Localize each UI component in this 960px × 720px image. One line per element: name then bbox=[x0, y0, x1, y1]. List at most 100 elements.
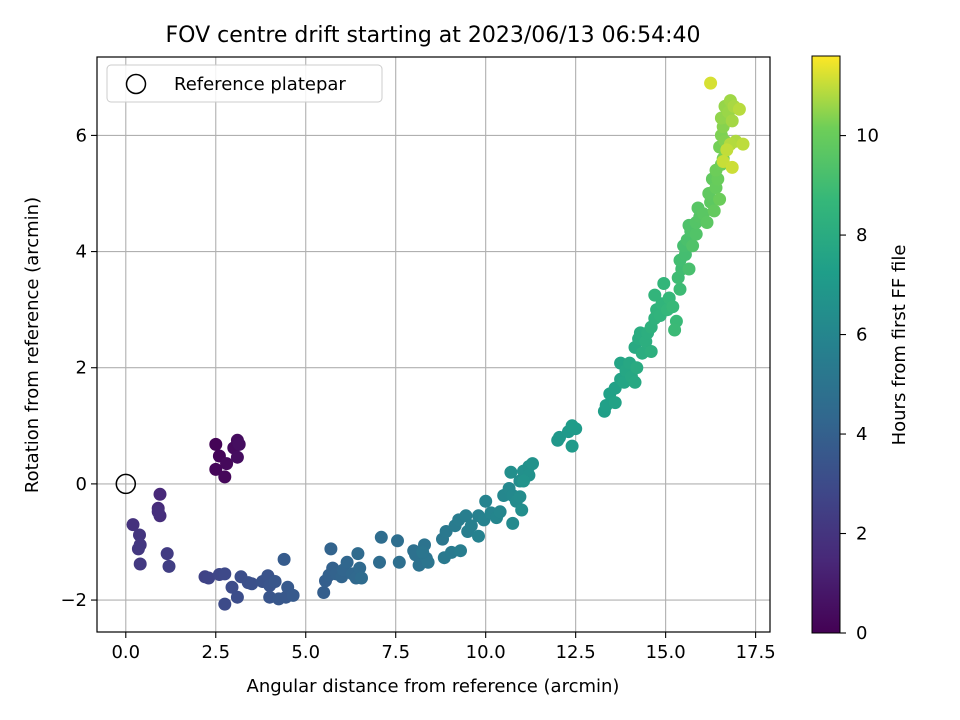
data-point bbox=[126, 518, 140, 532]
colorbar-tick-label: 2 bbox=[856, 524, 867, 545]
x-axis-ticks: 0.0 2.5 5.0 7.5 10.0 12.5 15.0 17.5 bbox=[111, 632, 776, 663]
data-point bbox=[373, 555, 386, 569]
data-point bbox=[351, 547, 365, 561]
data-point bbox=[286, 588, 300, 602]
data-point bbox=[355, 571, 368, 585]
data-point bbox=[245, 577, 259, 591]
y-axis-ticks: −2 0 2 4 6 bbox=[60, 125, 97, 611]
colorbar-tick-label: 8 bbox=[856, 225, 867, 246]
data-point bbox=[504, 465, 518, 479]
data-point bbox=[218, 597, 232, 611]
data-points bbox=[126, 76, 750, 611]
data-point bbox=[700, 216, 714, 229]
data-point bbox=[479, 494, 493, 508]
y-axis-label: Rotation from reference (arcmin) bbox=[22, 197, 43, 493]
data-point bbox=[232, 437, 246, 451]
x-tick-label: 15.0 bbox=[646, 642, 686, 663]
data-point bbox=[133, 557, 147, 571]
data-point bbox=[230, 450, 244, 464]
data-point bbox=[526, 457, 539, 471]
data-point bbox=[720, 143, 734, 157]
data-point bbox=[218, 470, 232, 484]
data-point bbox=[673, 282, 687, 296]
data-point bbox=[454, 544, 467, 558]
chart-title: FOV centre drift starting at 2023/06/13 … bbox=[166, 23, 701, 48]
data-point bbox=[644, 345, 658, 358]
data-point bbox=[160, 547, 174, 561]
data-point bbox=[666, 300, 680, 314]
colorbar-label: Hours from first FF file bbox=[889, 245, 910, 446]
data-point bbox=[472, 529, 485, 543]
colorbar-tick-label: 10 bbox=[856, 126, 879, 147]
x-tick-label: 7.5 bbox=[381, 642, 410, 663]
data-point bbox=[392, 555, 406, 569]
legend-box bbox=[106, 64, 383, 103]
data-point bbox=[493, 505, 507, 519]
reference-marker bbox=[115, 473, 137, 495]
data-point bbox=[374, 530, 388, 544]
data-point bbox=[689, 227, 703, 241]
x-tick-label: 10.0 bbox=[466, 642, 506, 663]
legend-marker-icon bbox=[125, 73, 147, 95]
data-point bbox=[268, 575, 282, 588]
colorbar-tick-label: 0 bbox=[856, 623, 867, 644]
data-point bbox=[464, 519, 478, 533]
data-point bbox=[565, 419, 579, 433]
data-point bbox=[686, 239, 700, 253]
data-point bbox=[277, 552, 291, 566]
data-point bbox=[151, 505, 165, 519]
x-tick-label: 2.5 bbox=[201, 642, 230, 663]
y-tick-label: −2 bbox=[60, 590, 87, 611]
data-point bbox=[202, 571, 216, 585]
data-point bbox=[133, 528, 146, 542]
data-point bbox=[513, 490, 527, 504]
data-point bbox=[131, 542, 145, 556]
data-point bbox=[630, 361, 644, 375]
plot-frame bbox=[96, 56, 771, 633]
data-point bbox=[608, 396, 622, 410]
data-point bbox=[353, 561, 367, 575]
data-point bbox=[340, 555, 354, 569]
data-point bbox=[657, 277, 671, 290]
colorbar bbox=[811, 55, 841, 634]
data-point bbox=[725, 114, 739, 128]
data-point bbox=[162, 559, 176, 573]
data-point bbox=[517, 474, 530, 488]
data-point bbox=[704, 76, 718, 90]
data-point bbox=[459, 509, 473, 523]
data-point bbox=[506, 516, 520, 530]
grid-lines bbox=[97, 57, 770, 632]
data-point bbox=[732, 102, 746, 116]
data-point bbox=[668, 323, 682, 337]
data-point bbox=[391, 534, 404, 548]
data-point bbox=[209, 462, 223, 476]
y-tick-label: 2 bbox=[76, 358, 87, 379]
data-point bbox=[515, 503, 529, 517]
data-point bbox=[421, 555, 435, 569]
data-point bbox=[682, 262, 696, 276]
colorbar-ticks: 0 2 4 6 8 10 bbox=[840, 126, 879, 644]
x-tick-label: 0.0 bbox=[111, 642, 140, 663]
data-point bbox=[209, 437, 223, 451]
data-point bbox=[565, 439, 579, 453]
y-tick-label: 4 bbox=[76, 242, 87, 263]
legend: Reference platepar bbox=[106, 64, 383, 103]
colorbar-tick-label: 4 bbox=[856, 424, 867, 445]
x-tick-label: 12.5 bbox=[556, 642, 596, 663]
data-point bbox=[416, 545, 430, 559]
data-point bbox=[713, 192, 727, 206]
data-point bbox=[736, 137, 750, 151]
data-point bbox=[218, 567, 232, 581]
data-point bbox=[628, 375, 642, 389]
data-point bbox=[707, 204, 721, 218]
data-point bbox=[225, 580, 239, 594]
data-point bbox=[648, 288, 662, 302]
data-point bbox=[317, 586, 331, 599]
data-point bbox=[324, 542, 338, 556]
colorbar-tick-label: 6 bbox=[856, 325, 867, 346]
data-point bbox=[230, 590, 244, 604]
data-point bbox=[220, 457, 234, 471]
legend-label: Reference platepar bbox=[174, 74, 346, 95]
y-tick-label: 6 bbox=[76, 125, 87, 146]
